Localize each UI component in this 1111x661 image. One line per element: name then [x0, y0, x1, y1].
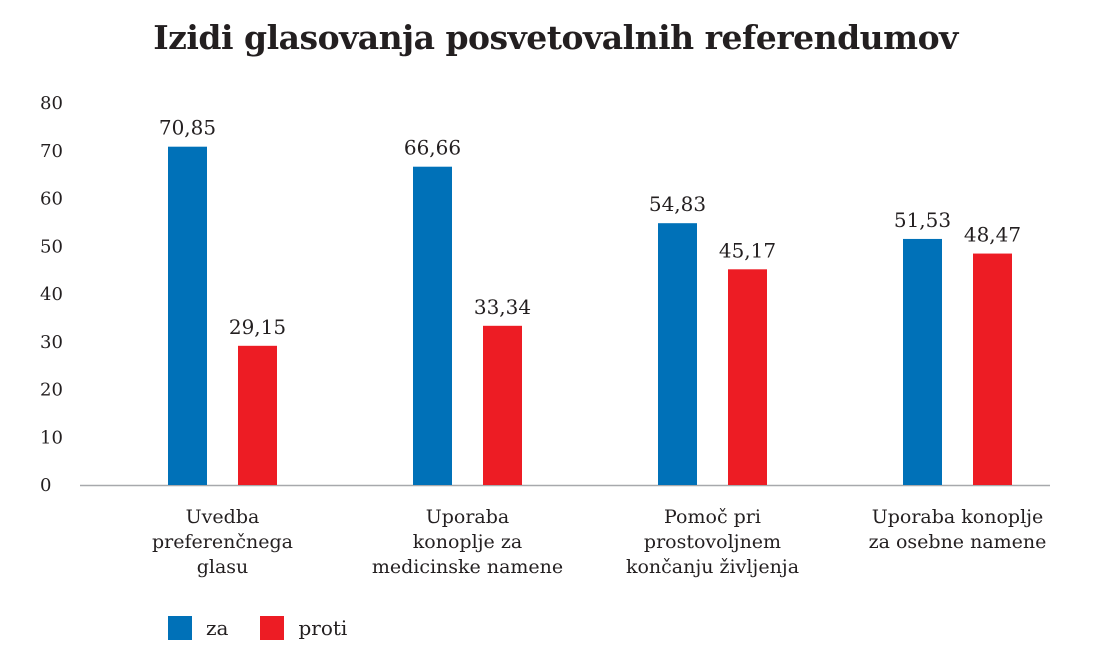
x-category-label: Uporaba konoplje za osebne namene [848, 505, 1068, 555]
data-label-proti: 33,34 [474, 295, 531, 319]
x-category-label-line: Uvedba [185, 506, 260, 528]
legend-label-proti: proti [298, 616, 348, 640]
data-label-za: 66,66 [404, 136, 461, 160]
bar-za [903, 238, 942, 485]
x-category-label: Uporaba konoplje za medicinske namene [358, 505, 578, 580]
y-tick-label: 50 [40, 236, 63, 257]
y-tick-label: 80 [40, 93, 63, 114]
data-label-za: 51,53 [894, 208, 951, 232]
x-category-label-line: medicinske namene [371, 556, 564, 578]
bar-proti [973, 253, 1012, 485]
x-category-label: Uvedba preferenčnega glasu [113, 505, 333, 580]
y-tick-label: 20 [40, 380, 63, 401]
x-category-label-line: konoplje za [412, 531, 523, 553]
x-category-label-line: Uporaba [425, 506, 510, 528]
bar-za [658, 223, 697, 485]
y-tick-label: 60 [40, 189, 63, 210]
x-category-label-line: prostovoljnem [643, 531, 782, 553]
data-label-proti: 48,47 [964, 223, 1021, 247]
legend-swatch-za [168, 616, 192, 640]
x-category-label-line: Uporaba konoplje [871, 506, 1044, 528]
y-tick-label: 40 [40, 284, 63, 305]
x-category-label-line: preferenčnega [152, 531, 293, 553]
y-tick-label: 70 [40, 141, 63, 162]
data-label-za: 54,83 [649, 192, 706, 216]
legend-label-za: za [206, 616, 229, 640]
x-category-label-line: končanju življenja [625, 556, 800, 578]
data-label-za: 70,85 [159, 116, 216, 140]
bar-proti [238, 345, 277, 485]
x-category-label-line: za osebne namene [868, 531, 1047, 553]
bar-proti [483, 325, 522, 485]
y-tick-label: 10 [40, 427, 63, 448]
legend-item-za: za [168, 616, 228, 640]
data-label-proti: 29,15 [229, 315, 286, 339]
legend-item-proti: proti [260, 616, 347, 640]
y-tick-label: 30 [40, 332, 63, 353]
y-tick-label: 0 [40, 475, 51, 496]
x-category-label: Pomoč pri prostovoljnem končanju življenja [603, 505, 823, 580]
x-category-label-line: glasu [196, 556, 249, 578]
chart-title: Izidi glasovanja posvetovalnih referendu… [153, 18, 958, 57]
legend-swatch-proti [260, 616, 285, 640]
bar-za [168, 146, 207, 485]
bar-za [413, 166, 452, 486]
legend: za proti [168, 616, 379, 640]
bar-proti [728, 269, 767, 485]
x-category-label-line: Pomoč pri [664, 506, 761, 528]
data-label-proti: 45,17 [719, 238, 776, 262]
